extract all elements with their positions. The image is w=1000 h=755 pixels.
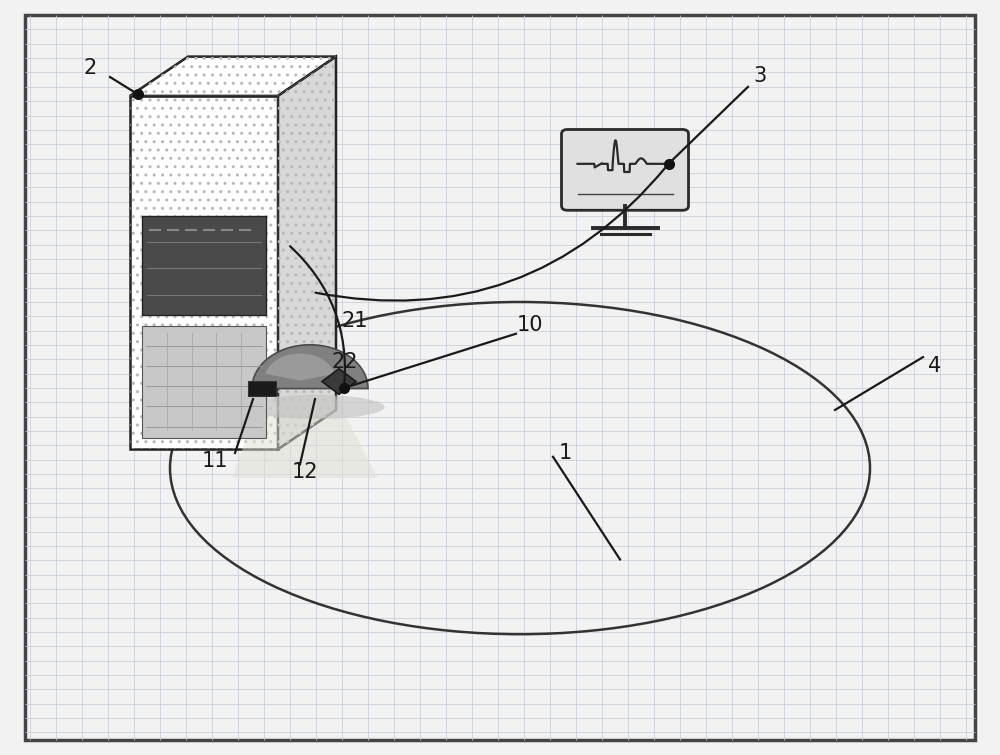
Bar xyxy=(142,216,266,315)
Text: 21: 21 xyxy=(342,311,368,331)
Text: 22: 22 xyxy=(332,353,358,372)
Polygon shape xyxy=(278,57,336,449)
Text: 1: 1 xyxy=(558,443,572,463)
Polygon shape xyxy=(322,368,356,394)
Text: 2: 2 xyxy=(83,58,97,78)
Text: 4: 4 xyxy=(928,356,942,376)
Wedge shape xyxy=(265,353,335,381)
Bar xyxy=(130,96,278,449)
Bar xyxy=(130,96,278,449)
Bar xyxy=(142,325,266,438)
Polygon shape xyxy=(130,57,336,96)
Bar xyxy=(248,381,276,396)
Text: 3: 3 xyxy=(753,66,767,85)
Text: 10: 10 xyxy=(517,315,543,334)
Wedge shape xyxy=(252,345,368,389)
Polygon shape xyxy=(232,396,378,478)
Ellipse shape xyxy=(245,395,385,419)
Text: 11: 11 xyxy=(202,451,228,470)
Text: 12: 12 xyxy=(292,462,318,482)
FancyBboxPatch shape xyxy=(562,130,688,210)
